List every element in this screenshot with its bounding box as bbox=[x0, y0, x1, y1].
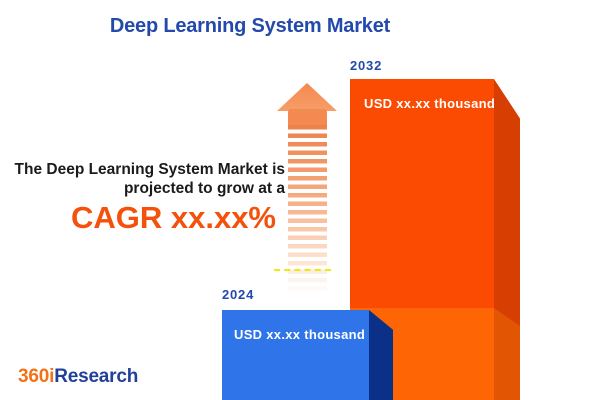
page-title: Deep Learning System Market bbox=[109, 15, 391, 37]
yellow-dashed-line bbox=[274, 269, 331, 271]
bar-2032-year-label: 2032 bbox=[350, 58, 383, 73]
brand-logo: 360iResearch bbox=[18, 366, 138, 388]
brand-logo-360i: 360i bbox=[18, 366, 55, 387]
cagr-value: CAGR xx.xx% bbox=[70, 200, 276, 235]
bar-2024-front bbox=[222, 310, 369, 400]
growth-arrow-neck bbox=[288, 109, 327, 125]
bar-2024-value-label: USD xx.xx thousand bbox=[234, 327, 366, 342]
growth-arrow-stripes bbox=[288, 125, 327, 293]
bar-2032-front-upper bbox=[350, 79, 494, 308]
growth-arrow-head-icon bbox=[277, 83, 337, 111]
brand-logo-research: Research bbox=[54, 366, 139, 387]
tagline-line-2: projected to grow at a bbox=[123, 179, 285, 197]
bar-2032-side-lower bbox=[494, 308, 520, 400]
bar-2032-side-upper bbox=[494, 79, 520, 326]
tagline-block: The Deep Learning System Market is proje… bbox=[0, 161, 285, 235]
tagline-line-1: The Deep Learning System Market is bbox=[14, 161, 285, 178]
bar-2024-year-label: 2024 bbox=[222, 287, 255, 302]
bar-2032-value-label: USD xx.xx thousand bbox=[364, 96, 496, 111]
